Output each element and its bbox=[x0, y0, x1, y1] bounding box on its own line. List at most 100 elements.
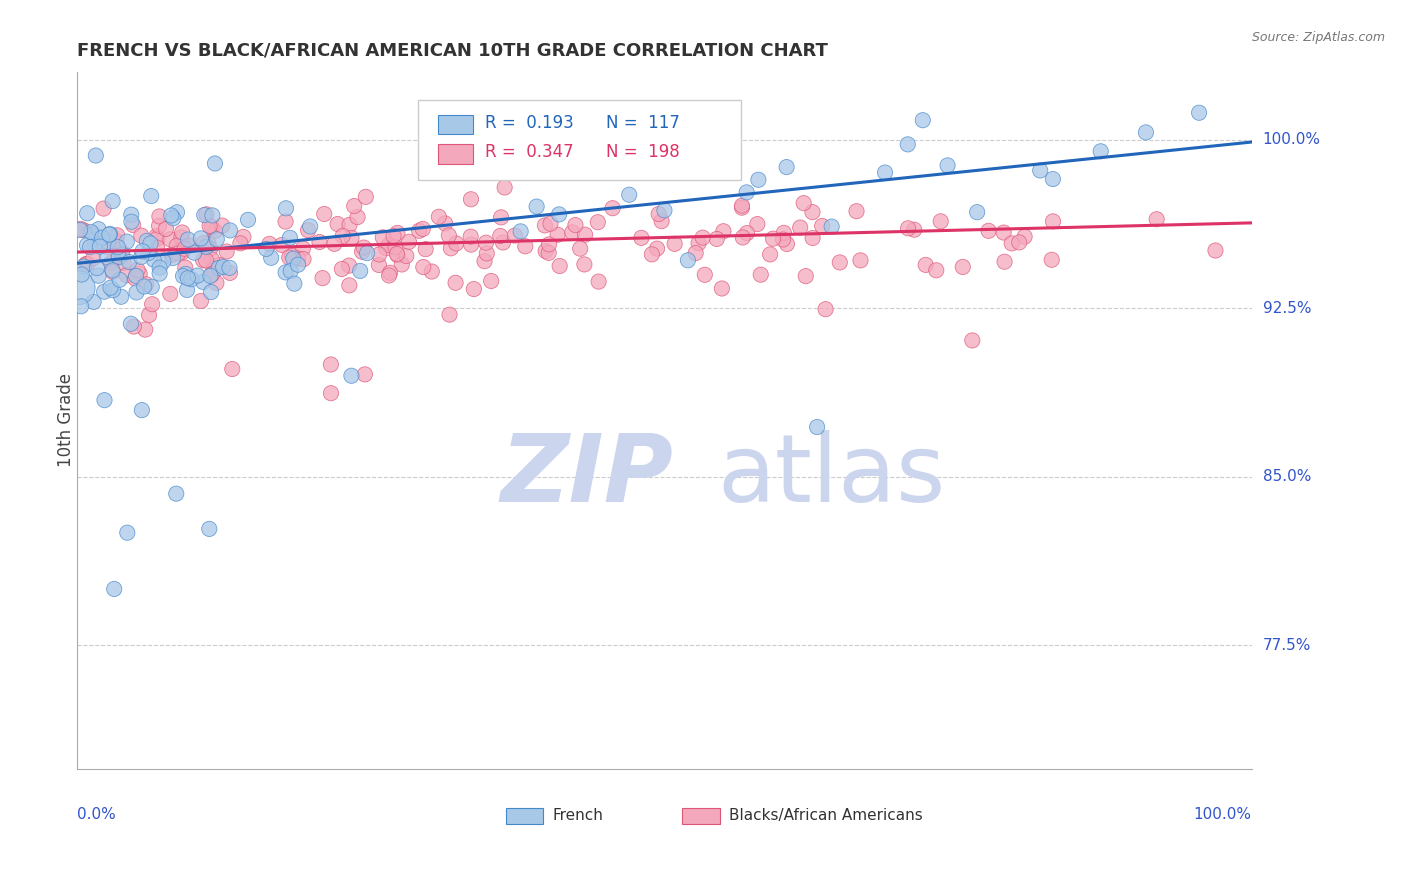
Point bbox=[190, 293, 212, 308]
Point bbox=[346, 210, 368, 224]
Point bbox=[134, 323, 156, 337]
Point bbox=[83, 237, 105, 252]
Point bbox=[103, 582, 125, 596]
Point bbox=[215, 244, 238, 259]
Point bbox=[287, 258, 309, 272]
Point bbox=[174, 267, 197, 281]
Point bbox=[398, 235, 420, 249]
Point bbox=[107, 240, 129, 254]
Point bbox=[131, 403, 153, 417]
Point bbox=[212, 260, 235, 274]
Point bbox=[98, 227, 121, 241]
Point bbox=[1001, 236, 1024, 251]
Point bbox=[93, 285, 115, 299]
Point bbox=[794, 269, 817, 284]
Point bbox=[713, 224, 735, 238]
Point bbox=[122, 319, 145, 334]
Text: Source: ZipAtlas.com: Source: ZipAtlas.com bbox=[1251, 31, 1385, 45]
Point bbox=[1029, 163, 1052, 178]
Point bbox=[775, 160, 797, 174]
Point bbox=[489, 211, 512, 225]
Point bbox=[630, 231, 652, 245]
Point bbox=[647, 207, 669, 221]
Point bbox=[219, 266, 242, 280]
Point bbox=[297, 223, 319, 237]
Point bbox=[87, 222, 110, 236]
Point bbox=[685, 246, 707, 260]
Point bbox=[96, 251, 118, 265]
Point bbox=[160, 209, 183, 223]
Point bbox=[574, 227, 596, 242]
Point bbox=[138, 246, 160, 260]
Point bbox=[460, 237, 482, 252]
Point bbox=[193, 235, 215, 250]
Y-axis label: 10th Grade: 10th Grade bbox=[58, 374, 75, 467]
Point bbox=[120, 215, 142, 229]
Point bbox=[378, 238, 401, 252]
Text: FRENCH VS BLACK/AFRICAN AMERICAN 10TH GRADE CORRELATION CHART: FRENCH VS BLACK/AFRICAN AMERICAN 10TH GR… bbox=[77, 42, 828, 60]
Point bbox=[801, 205, 824, 219]
Point bbox=[434, 216, 457, 230]
Point bbox=[100, 281, 122, 295]
Point bbox=[337, 278, 360, 293]
Point bbox=[1014, 229, 1036, 244]
Point bbox=[191, 275, 214, 289]
Point bbox=[200, 268, 222, 283]
Text: 100.0%: 100.0% bbox=[1194, 807, 1251, 822]
Point bbox=[111, 245, 134, 260]
Point bbox=[83, 294, 105, 309]
Point bbox=[776, 237, 799, 252]
Point bbox=[152, 254, 174, 268]
Point bbox=[287, 252, 309, 266]
Point bbox=[254, 242, 277, 256]
Point bbox=[73, 260, 96, 274]
Point bbox=[108, 250, 131, 264]
Point bbox=[415, 242, 437, 256]
Point bbox=[437, 228, 460, 243]
Point bbox=[117, 525, 139, 540]
Point bbox=[75, 257, 97, 271]
Point bbox=[340, 231, 363, 245]
Point bbox=[747, 217, 769, 231]
Point bbox=[801, 231, 824, 245]
Point bbox=[564, 218, 586, 232]
Point bbox=[148, 219, 170, 233]
Text: 0.0%: 0.0% bbox=[77, 807, 117, 822]
Point bbox=[115, 268, 138, 283]
Point bbox=[319, 358, 342, 372]
Point bbox=[368, 247, 391, 261]
Text: R =  0.193: R = 0.193 bbox=[485, 114, 574, 132]
Point bbox=[772, 233, 794, 247]
Point bbox=[474, 254, 496, 268]
Point bbox=[141, 297, 163, 311]
Point bbox=[98, 227, 121, 242]
Point bbox=[494, 180, 516, 194]
Point bbox=[378, 268, 401, 283]
Point bbox=[198, 522, 221, 536]
Point bbox=[561, 226, 583, 240]
FancyBboxPatch shape bbox=[437, 115, 472, 135]
Point bbox=[159, 232, 181, 246]
Point bbox=[155, 222, 177, 236]
FancyBboxPatch shape bbox=[506, 807, 544, 824]
Point bbox=[828, 255, 851, 269]
Point bbox=[548, 259, 571, 273]
Point bbox=[897, 137, 920, 152]
Point bbox=[1146, 212, 1168, 227]
Point bbox=[439, 308, 461, 322]
Point bbox=[292, 252, 315, 267]
Point bbox=[141, 189, 163, 203]
Point bbox=[772, 226, 794, 240]
Point bbox=[641, 247, 664, 261]
Point bbox=[693, 268, 716, 282]
Point bbox=[129, 250, 152, 264]
Point bbox=[977, 224, 1000, 238]
Point bbox=[299, 219, 322, 234]
Text: N =  198: N = 198 bbox=[606, 144, 679, 161]
Point bbox=[586, 215, 609, 229]
Point bbox=[993, 254, 1015, 268]
Point bbox=[274, 214, 297, 228]
Point bbox=[280, 264, 302, 278]
Point bbox=[124, 271, 146, 285]
Point bbox=[731, 201, 754, 215]
